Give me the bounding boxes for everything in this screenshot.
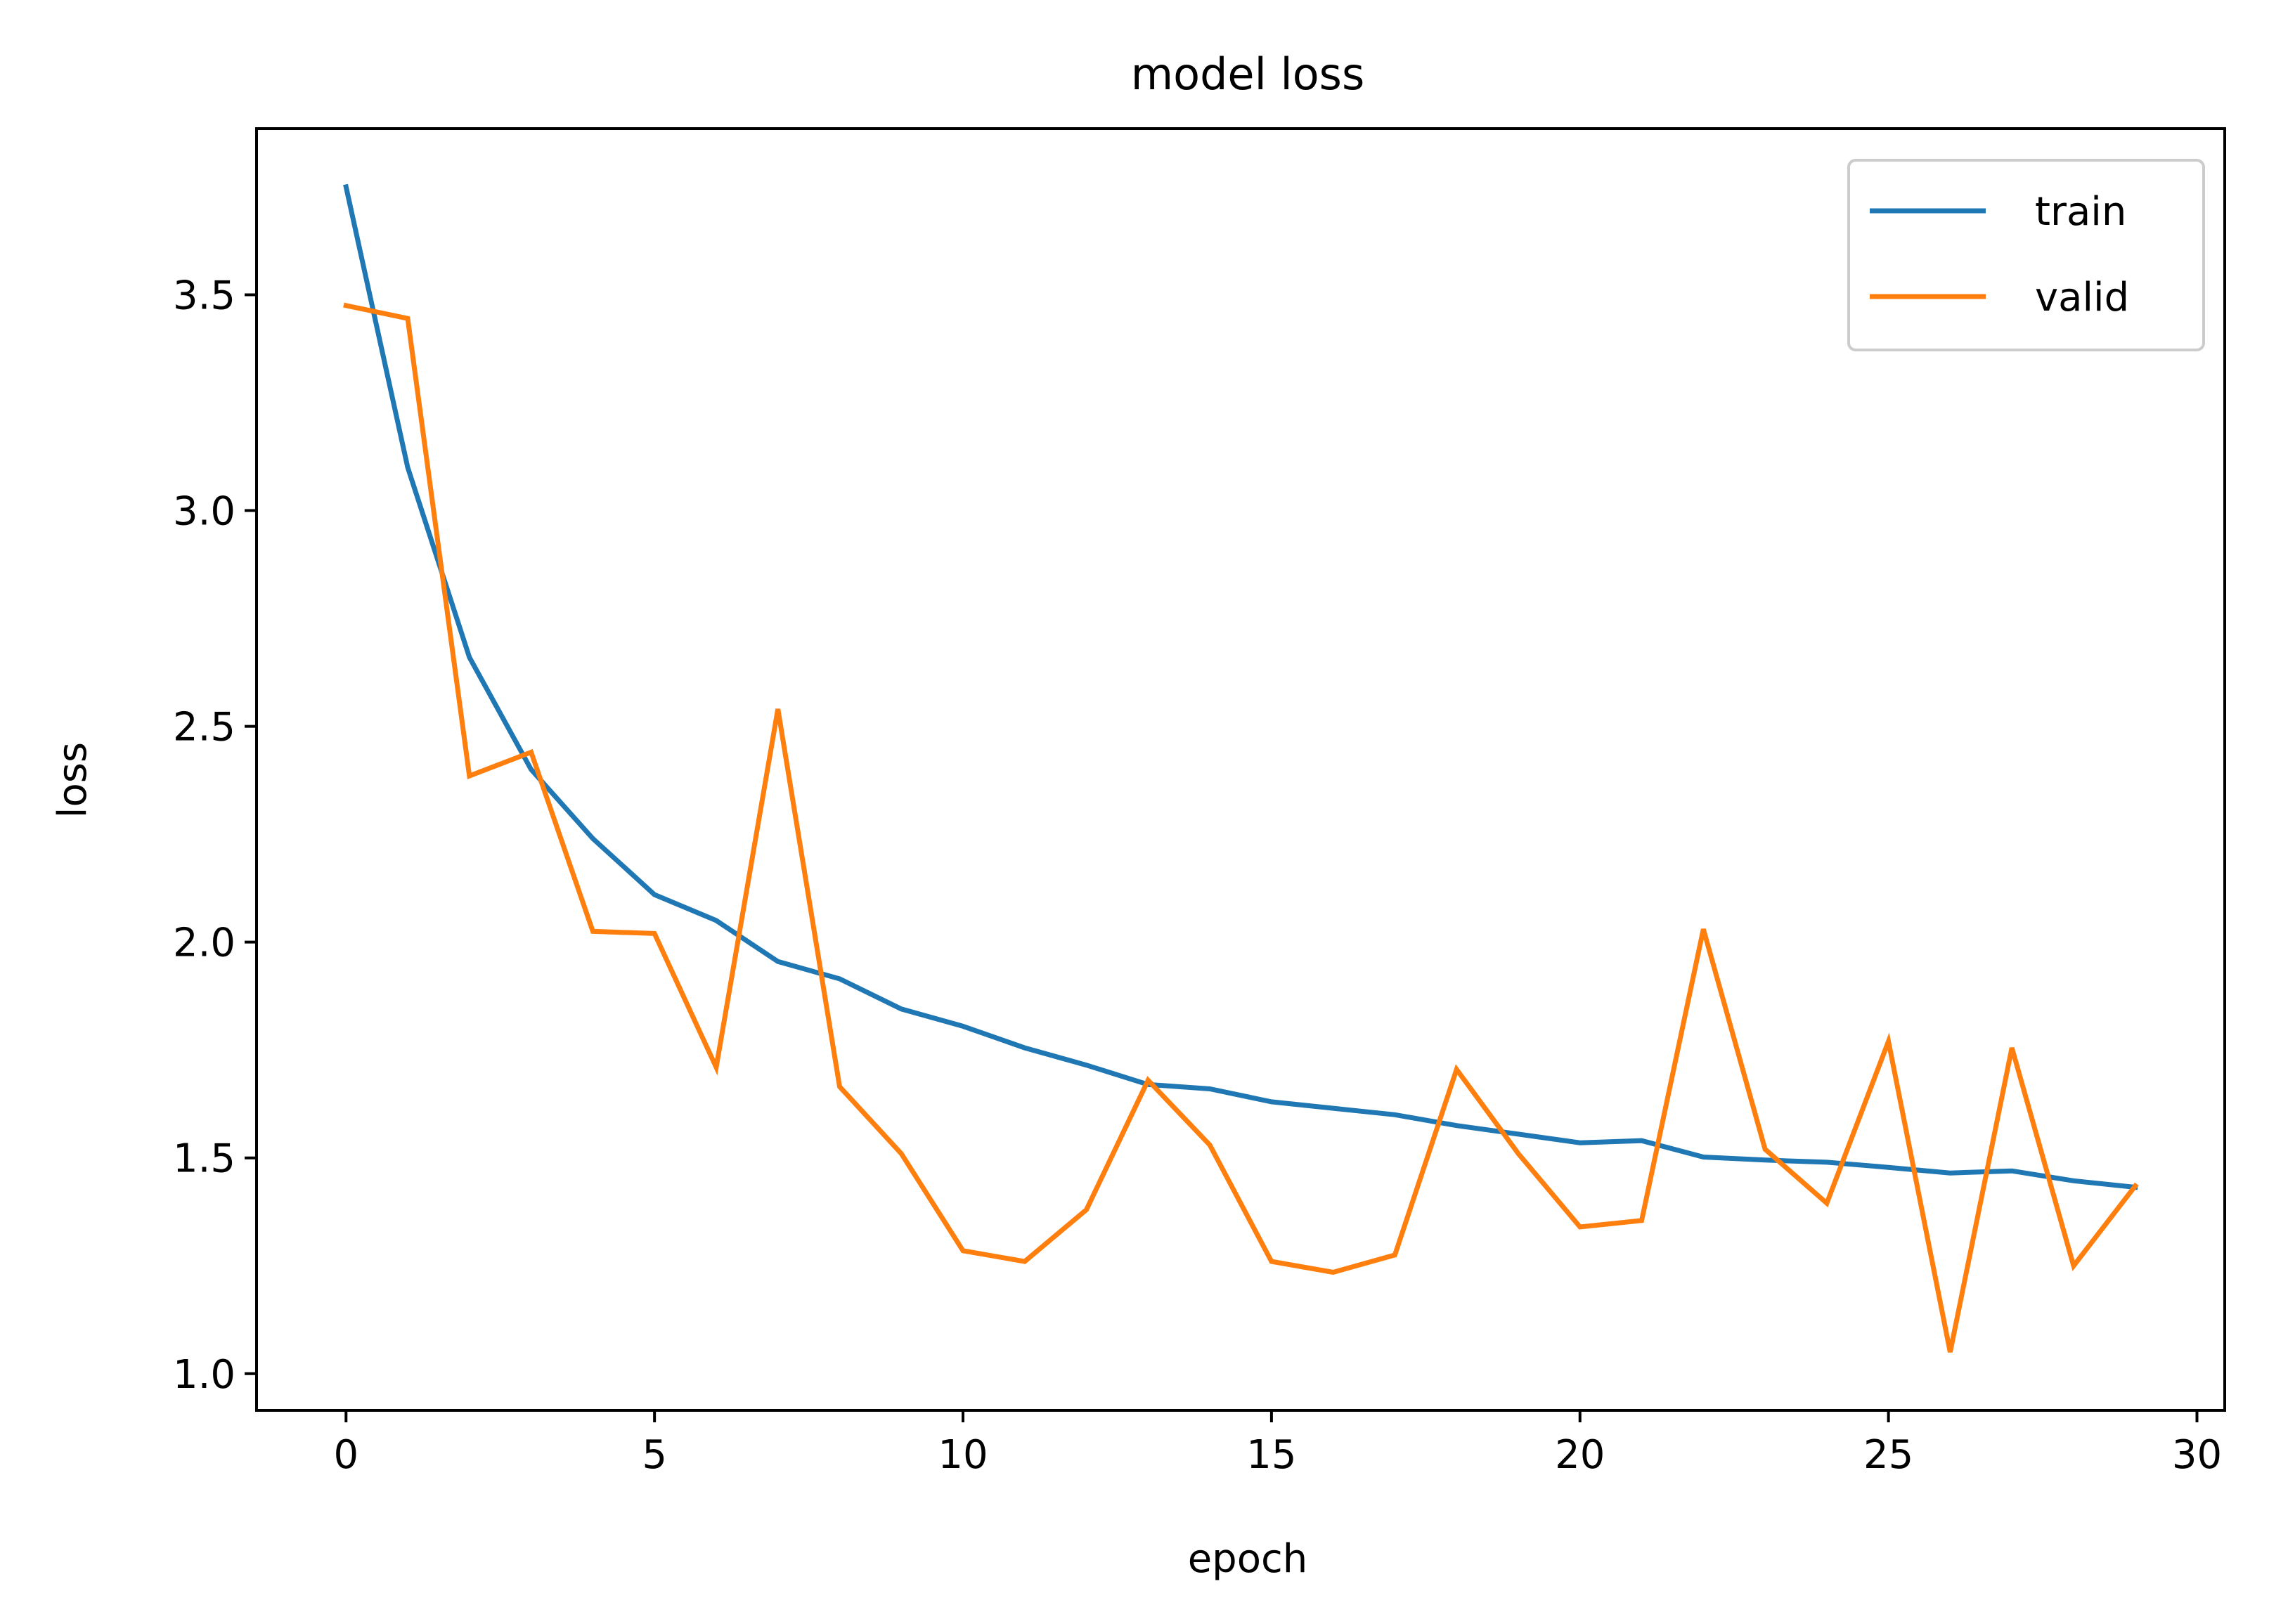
plot-area — [255, 127, 2226, 1412]
chart-title: model loss — [1131, 48, 1365, 100]
y-tick-label: 1.5 — [173, 1136, 235, 1182]
series-line-train — [343, 183, 2138, 1190]
x-tick-label: 0 — [333, 1432, 358, 1478]
y-tick-label: 1.0 — [173, 1352, 235, 1398]
x-tick-label: 20 — [1555, 1432, 1605, 1478]
y-tick-label: 3.0 — [173, 489, 235, 535]
y-tick-label: 3.5 — [173, 273, 235, 318]
legend: train valid — [1847, 159, 2205, 351]
x-axis: 0 5 10 15 20 25 30 — [333, 1410, 2222, 1478]
x-tick-label: 5 — [642, 1432, 667, 1478]
legend-box — [1847, 159, 2205, 351]
legend-label-train: train — [2035, 189, 2126, 235]
y-tick-label: 2.5 — [173, 705, 235, 751]
y-tick-label: 2.0 — [173, 921, 235, 966]
axes-frame — [255, 127, 2226, 1412]
x-tick-label: 10 — [938, 1432, 988, 1478]
x-tick-label: 15 — [1246, 1432, 1296, 1478]
y-axis-label: loss — [50, 742, 96, 818]
x-axis-label: epoch — [1188, 1536, 1308, 1582]
legend-label-valid: valid — [2035, 275, 2129, 320]
y-axis: 1.0 1.5 2.0 2.5 3.0 3.5 — [173, 273, 257, 1398]
x-tick-label: 30 — [2172, 1432, 2222, 1478]
series-line-valid — [343, 302, 2139, 1353]
x-tick-label: 25 — [1863, 1432, 1913, 1478]
